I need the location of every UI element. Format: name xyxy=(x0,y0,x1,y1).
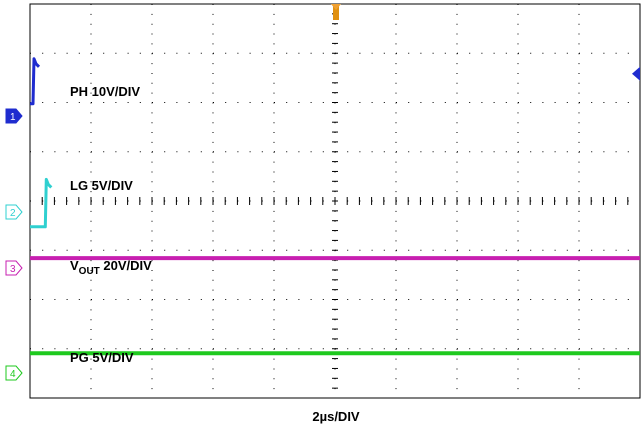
channel-markers: 1 2 3 4 xyxy=(5,66,640,381)
channel-4-marker: 4 xyxy=(5,365,23,381)
waveform-traces xyxy=(30,57,640,356)
channel-3-marker: 3 xyxy=(5,260,23,276)
x-axis-label: 2µs/DIV xyxy=(312,409,360,424)
trace-label-pg: PG 5V/DIV xyxy=(70,350,134,365)
channel-1-marker: 1 xyxy=(5,108,23,124)
channel-marker-shape xyxy=(5,204,23,220)
channel-number: 3 xyxy=(10,264,16,275)
channel-number: 1 xyxy=(10,112,16,123)
channel-marker-shape xyxy=(5,108,23,124)
trace-lg xyxy=(30,177,53,229)
trace-labels: PH 10V/DIV LG 5V/DIV VOUT 20V/DIV PG 5V/… xyxy=(70,84,152,365)
trace-ph xyxy=(30,57,41,106)
channel-number: 4 xyxy=(10,369,16,380)
channel-number: 2 xyxy=(10,208,16,219)
channel-1-offset-arrow xyxy=(632,66,640,81)
channel-marker-shape xyxy=(5,260,23,276)
graticule xyxy=(29,3,641,399)
channel-marker-shape xyxy=(5,365,23,381)
trace-label-ph: PH 10V/DIV xyxy=(70,84,140,99)
trace-label-lg: LG 5V/DIV xyxy=(70,178,133,193)
trace-label-vout: VOUT 20V/DIV xyxy=(70,258,152,277)
trigger-marker xyxy=(331,4,341,20)
channel-2-marker: 2 xyxy=(5,204,23,220)
